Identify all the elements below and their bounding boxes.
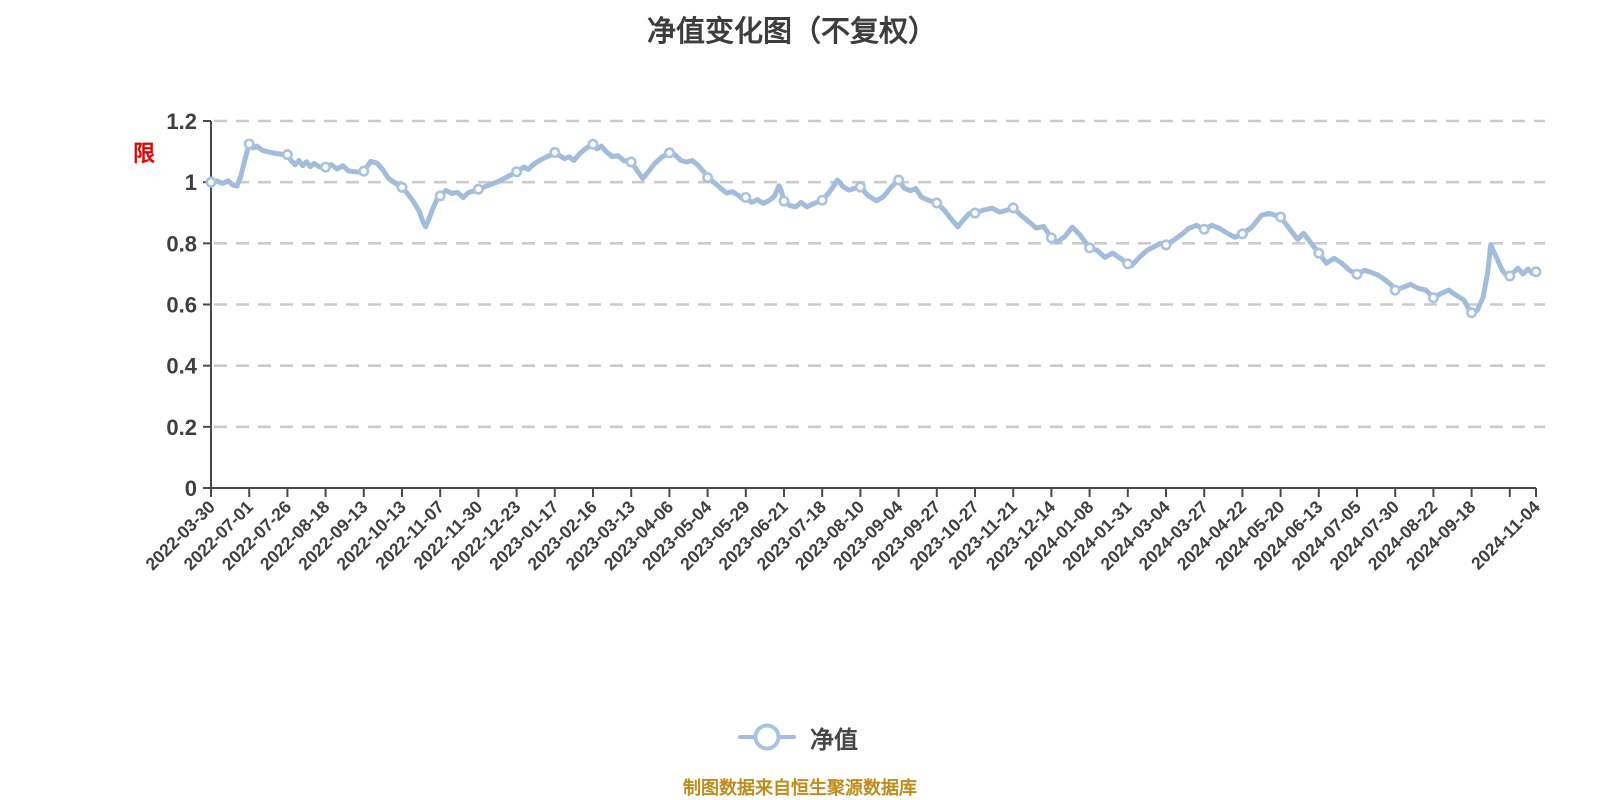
data-point-marker[interactable] — [1427, 292, 1439, 304]
data-point-marker[interactable] — [854, 181, 866, 193]
data-point-marker[interactable] — [1122, 258, 1134, 270]
y-axis-tick-label: 0.6 — [166, 293, 197, 318]
legend-marker-icon — [753, 723, 781, 751]
y-axis-tick-label: 0.8 — [166, 231, 197, 256]
data-point-marker[interactable] — [625, 156, 637, 168]
y-axis-tick-label: 0 — [185, 476, 197, 501]
data-point-marker[interactable] — [1007, 202, 1019, 214]
y-axis-tick-label: 1 — [185, 170, 197, 195]
data-point-marker[interactable] — [587, 138, 599, 150]
y-axis-tick-label: 0.2 — [166, 415, 197, 440]
data-point-marker[interactable] — [816, 194, 828, 206]
data-point-marker[interactable] — [1389, 284, 1401, 296]
data-point-marker[interactable] — [1530, 266, 1542, 278]
data-point-marker[interactable] — [243, 138, 255, 150]
data-point-marker[interactable] — [1313, 247, 1325, 259]
data-point-marker[interactable] — [1466, 307, 1478, 319]
data-point-marker[interactable] — [1504, 270, 1516, 282]
data-point-marker[interactable] — [358, 165, 370, 177]
data-point-marker[interactable] — [320, 161, 332, 173]
data-point-marker[interactable] — [281, 149, 293, 161]
legend-item-netvalue[interactable]: 净值 — [738, 722, 858, 754]
data-point-marker[interactable] — [969, 207, 981, 219]
data-point-marker[interactable] — [549, 147, 561, 159]
legend-label: 净值 — [810, 726, 858, 754]
data-point-marker[interactable] — [663, 147, 675, 159]
data-point-marker[interactable] — [205, 176, 217, 188]
y-axis-tick-label: 0.4 — [166, 354, 197, 379]
data-point-marker[interactable] — [472, 183, 484, 195]
legend-line-sample — [738, 723, 796, 751]
data-point-marker[interactable] — [1084, 242, 1096, 254]
data-point-marker[interactable] — [434, 190, 446, 202]
restriction-flag-label: 限 — [133, 141, 156, 166]
data-point-marker[interactable] — [778, 195, 790, 207]
netvalue-chart-canvas[interactable]: 00.20.40.60.811.22022-03-302022-07-01202… — [0, 0, 1600, 700]
data-point-marker[interactable] — [1351, 268, 1363, 280]
data-point-marker[interactable] — [511, 166, 523, 178]
data-point-marker[interactable] — [931, 197, 943, 209]
data-point-marker[interactable] — [893, 174, 905, 186]
data-point-marker[interactable] — [396, 181, 408, 193]
data-point-marker[interactable] — [702, 172, 714, 184]
data-point-marker[interactable] — [1160, 239, 1172, 251]
netvalue-series-line — [208, 141, 1539, 316]
page-title: 净值变化图（不复权） — [646, 16, 938, 48]
data-point-marker[interactable] — [740, 191, 752, 203]
x-axis-tick-label: 2024-11-04 — [1467, 497, 1544, 574]
data-point-marker[interactable] — [1275, 211, 1287, 223]
y-axis-tick-label: 1.2 — [166, 109, 197, 134]
data-source-note: 制图数据来自恒生聚源数据库 — [683, 778, 917, 798]
data-point-marker[interactable] — [1045, 232, 1057, 244]
data-point-marker[interactable] — [1198, 223, 1210, 235]
data-point-marker[interactable] — [1236, 228, 1248, 240]
